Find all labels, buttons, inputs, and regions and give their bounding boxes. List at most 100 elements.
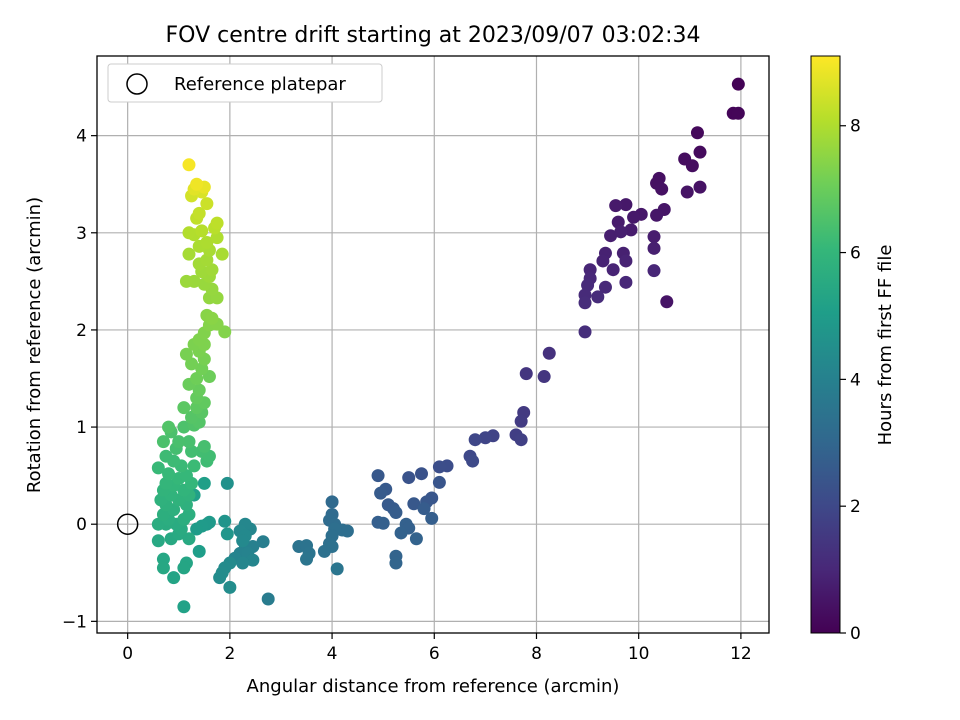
scatter-point-39 [578, 325, 592, 339]
scatter-point-34 [581, 278, 595, 292]
x-tick-label-4: 4 [327, 644, 338, 664]
scatter-point-130 [182, 532, 196, 546]
colorbar: 0 2 4 6 8 Hours from first FF file [810, 55, 896, 644]
y-axis-ticks: −1 0 1 2 3 4 [62, 127, 97, 632]
scatter-point-218 [210, 216, 224, 230]
scatter-point-91 [330, 562, 344, 576]
scatter-point-41 [519, 367, 533, 381]
scatter-point-164 [197, 439, 211, 453]
scatter-point-208 [182, 247, 196, 261]
scatter-point-21 [604, 229, 618, 243]
scatter-point-20 [647, 230, 661, 244]
x-tick-label-6: 6 [429, 644, 440, 664]
scatter-point-19 [624, 223, 638, 237]
scatter-point-113 [220, 527, 234, 541]
scatter-point-215 [182, 226, 196, 240]
colorbar-tick-label-2: 2 [850, 497, 861, 517]
scatter-point-221 [200, 197, 214, 211]
scatter-point-93 [256, 535, 270, 549]
scatter-point-28 [606, 263, 620, 277]
colorbar-tick-label-0: 0 [850, 624, 861, 644]
scatter-point-184 [185, 357, 199, 371]
scatter-point-220 [192, 206, 206, 220]
scatter-point-154 [151, 461, 165, 475]
x-tick-label-2: 2 [224, 644, 235, 664]
scatter-point-40 [542, 346, 556, 360]
reference-marker [116, 513, 139, 535]
scatter-point-152 [179, 469, 193, 483]
scatter-point-10 [693, 180, 707, 194]
scatter-point-32 [619, 275, 633, 289]
scatter-point-56 [432, 475, 446, 489]
scatter-point-118 [192, 544, 206, 558]
x-tick-label-0: 0 [122, 644, 133, 664]
scatter-point-46 [514, 433, 528, 447]
scatter-point-6 [685, 159, 699, 173]
scatter-point-122 [167, 571, 181, 585]
plot-frame [96, 55, 770, 634]
scatter-point-44 [514, 414, 528, 428]
scatter-point-16 [627, 210, 641, 224]
scatter-point-138 [156, 507, 170, 521]
scatter-point-67 [425, 511, 439, 525]
scatter-point-213 [210, 231, 224, 245]
scatter-point-2 [731, 106, 745, 120]
scatter-point-207 [200, 253, 214, 267]
chart-title: FOV centre drift starting at 2023/09/07 … [166, 23, 701, 48]
scatter-point-175 [177, 401, 191, 415]
scatter-point-182 [190, 371, 204, 385]
scatter-point-227 [182, 158, 196, 172]
scatter-point-137 [182, 507, 196, 521]
scatter-point-173 [185, 410, 199, 424]
scatter-point-156 [187, 459, 201, 473]
scatter-point-0 [731, 77, 745, 91]
colorbar-tick-label-8: 8 [850, 117, 861, 137]
scatter-point-109 [213, 571, 227, 585]
scatter-point-62 [407, 497, 421, 511]
scatter-point-51 [466, 454, 480, 468]
scatter-point-48 [478, 431, 492, 445]
scatter-point-55 [402, 471, 416, 485]
colorbar-ticks: 0 2 4 6 8 [840, 117, 861, 644]
scatter-point-186 [179, 347, 193, 361]
scatter-point-165 [182, 435, 196, 449]
scatter-point-117 [190, 522, 204, 536]
y-tick-label-4: 4 [76, 127, 87, 147]
scatter-points [151, 77, 745, 614]
scatter-point-33 [598, 280, 612, 294]
scatter-point-105 [236, 534, 250, 548]
x-tick-label-12: 12 [730, 644, 752, 664]
reference-point-marker [116, 513, 139, 535]
scatter-point-30 [647, 264, 661, 278]
x-tick-label-10: 10 [628, 644, 650, 664]
scatter-point-3 [690, 126, 704, 140]
scatter-point-110 [223, 580, 237, 594]
y-tick-label-2: 2 [76, 321, 87, 341]
scatter-point-69 [376, 516, 390, 530]
scatter-point-100 [236, 556, 250, 570]
scatter-point-169 [177, 420, 191, 434]
scatter-point-142 [154, 493, 168, 507]
x-axis-ticks: 0 2 4 6 8 10 12 [122, 633, 752, 664]
colorbar-tick-label-4: 4 [850, 370, 861, 390]
scatter-point-73 [409, 532, 423, 546]
scatter-point-112 [218, 514, 232, 528]
y-tick-label-1: 1 [76, 418, 87, 438]
scatter-point-216 [195, 224, 209, 238]
scatter-point-202 [179, 274, 193, 288]
scatter-point-121 [177, 600, 191, 614]
scatter-point-166 [172, 435, 186, 449]
scatter-point-23 [647, 241, 661, 255]
scatter-point-26 [596, 254, 610, 268]
scatter-point-13 [650, 208, 664, 222]
x-tick-label-8: 8 [531, 644, 542, 664]
legend-label-reference: Reference platepar [174, 74, 346, 95]
scatter-point-27 [619, 254, 633, 268]
scatter-point-205 [205, 263, 219, 277]
legend-box [107, 63, 383, 103]
scatter-point-18 [611, 215, 625, 229]
scatter-point-209 [215, 247, 229, 261]
scatter-point-167 [156, 435, 170, 449]
scatter-point-179 [192, 383, 206, 397]
